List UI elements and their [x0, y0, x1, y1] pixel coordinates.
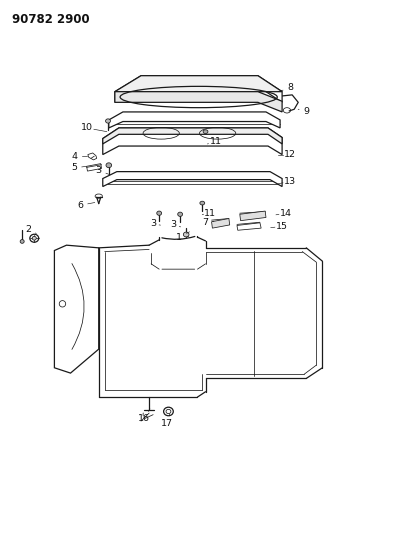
Ellipse shape — [20, 239, 24, 243]
Text: 2: 2 — [25, 225, 31, 233]
Text: 1: 1 — [177, 233, 182, 241]
Polygon shape — [103, 172, 282, 187]
Text: 9: 9 — [303, 108, 309, 116]
Polygon shape — [109, 112, 280, 128]
Polygon shape — [115, 92, 282, 112]
Text: 7: 7 — [203, 219, 208, 227]
Text: 17: 17 — [161, 419, 173, 428]
Text: 90782 2900: 90782 2900 — [12, 13, 90, 26]
Text: 14: 14 — [280, 209, 292, 217]
Text: 13: 13 — [284, 177, 296, 185]
Ellipse shape — [200, 201, 205, 205]
Ellipse shape — [157, 211, 162, 215]
Text: 4: 4 — [72, 152, 77, 160]
Text: 3: 3 — [170, 221, 177, 229]
Text: 11: 11 — [204, 209, 216, 217]
Ellipse shape — [32, 237, 36, 240]
Text: 16: 16 — [138, 414, 150, 423]
Ellipse shape — [106, 163, 112, 168]
Text: 5: 5 — [72, 164, 77, 172]
Polygon shape — [212, 219, 230, 228]
Text: 10: 10 — [81, 124, 93, 132]
Text: 12: 12 — [284, 150, 296, 159]
Polygon shape — [115, 76, 282, 92]
Text: 15: 15 — [276, 222, 288, 231]
Ellipse shape — [183, 232, 189, 237]
Text: 3: 3 — [96, 166, 102, 175]
Text: 11: 11 — [210, 137, 222, 146]
Text: 3: 3 — [150, 220, 156, 228]
Ellipse shape — [106, 119, 110, 123]
Polygon shape — [115, 76, 282, 102]
Ellipse shape — [203, 130, 208, 134]
Polygon shape — [103, 128, 282, 155]
Ellipse shape — [178, 212, 183, 216]
Text: 8: 8 — [287, 84, 293, 92]
Polygon shape — [103, 128, 282, 144]
Polygon shape — [240, 211, 266, 221]
Text: 6: 6 — [78, 201, 83, 209]
